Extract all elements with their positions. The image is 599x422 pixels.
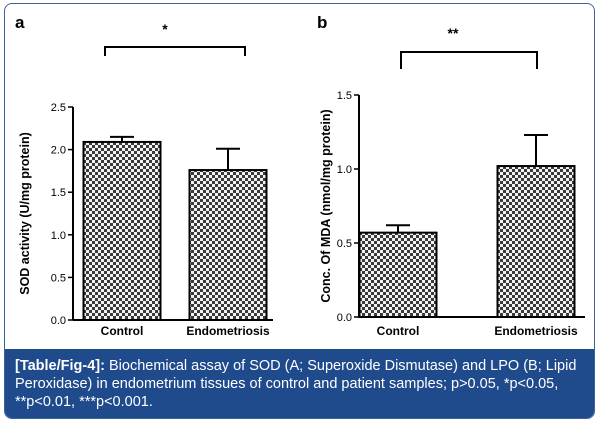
x-tick-label: Control bbox=[101, 324, 144, 338]
panel-letter: b bbox=[317, 13, 327, 32]
y-tick-label: 1.0 bbox=[337, 164, 352, 176]
y-axis-label: Conc. Of MDA (nmol/mg protein) bbox=[319, 109, 333, 302]
x-tick-label: Control bbox=[377, 324, 420, 338]
significance-bracket bbox=[104, 46, 246, 56]
y-axis-label: SOD activity (U/mg protein) bbox=[18, 132, 32, 295]
y-tick-label: 2.5 bbox=[51, 102, 66, 114]
significance-bracket bbox=[400, 51, 538, 69]
panel-a: a 0.0 0.5 1.0 1.5 2.0 2.5 SOD activity (U/mg pr… bbox=[5, 4, 305, 349]
y-tick-label: 0.0 bbox=[51, 315, 66, 327]
caption-text: Biochemical assay of SOD (A; Superoxide … bbox=[15, 358, 577, 410]
significance-marker: ** bbox=[448, 25, 459, 41]
bar-endometriosis bbox=[188, 169, 268, 321]
y-tick-label: 1.5 bbox=[51, 187, 66, 199]
y-tick-label: 0.5 bbox=[337, 238, 352, 250]
y-tick-label: 2.0 bbox=[51, 145, 66, 157]
panel-letter: a bbox=[15, 13, 25, 32]
figure-caption: [Table/Fig-4]: Biochemical assay of SOD … bbox=[5, 349, 594, 418]
x-tick-label: Endometriosis bbox=[186, 324, 270, 338]
panel-b: b 0.0 0.5 1.0 1.5 Conc. Of MDA (nmol/mg prote… bbox=[305, 4, 594, 349]
bar-endometriosis bbox=[496, 165, 576, 318]
chart-a: a 0.0 0.5 1.0 1.5 2.0 2.5 SOD activity (U/mg pr… bbox=[15, 13, 273, 338]
bar-control bbox=[82, 140, 162, 321]
y-tick-label: 0.5 bbox=[51, 272, 66, 284]
chart-b: b 0.0 0.5 1.0 1.5 Conc. Of MDA (nmol/mg prote… bbox=[317, 13, 585, 338]
y-tick-label: 1.0 bbox=[51, 230, 66, 242]
figure-frame: a 0.0 0.5 1.0 1.5 2.0 2.5 SOD activity (U/mg pr… bbox=[4, 3, 595, 419]
bar-control bbox=[358, 231, 438, 318]
y-tick-label: 0.0 bbox=[337, 312, 352, 324]
x-tick-label: Endometriosis bbox=[494, 324, 578, 338]
caption-lead: [Table/Fig-4]: bbox=[15, 358, 105, 374]
y-tick-label: 1.5 bbox=[337, 90, 352, 102]
significance-marker: * bbox=[162, 21, 168, 37]
